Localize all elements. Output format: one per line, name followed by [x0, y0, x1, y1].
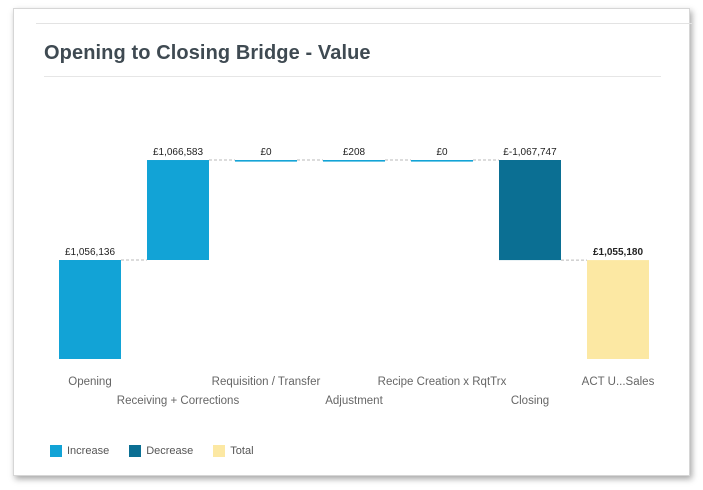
- title-divider: [44, 76, 661, 77]
- data-label: £1,066,583: [153, 147, 203, 158]
- legend-swatch: [129, 445, 142, 457]
- category-label: Receiving + Corrections: [117, 395, 240, 407]
- legend-swatch: [213, 445, 226, 457]
- category-label: Recipe Creation x RqtTrx: [378, 376, 507, 388]
- bar-increase: [147, 160, 209, 260]
- bar-increase: [411, 160, 473, 162]
- legend-label: Total: [230, 445, 254, 457]
- waterfall-chart: £1,056,136 Opening £1,066,583 Receiving + C…: [59, 147, 655, 407]
- category-label: Adjustment: [325, 395, 383, 407]
- legend: Increase Decrease Total: [50, 445, 274, 457]
- category-label: Closing: [511, 395, 549, 407]
- legend-item: Increase: [50, 445, 109, 457]
- bar-increase: [59, 259, 121, 359]
- legend-label: Decrease: [146, 445, 194, 457]
- category-label: ACT U...Sales: [582, 376, 655, 388]
- bar-increase: [323, 160, 385, 162]
- data-label: £-1,067,747: [503, 147, 557, 158]
- data-label: £1,055,180: [593, 247, 643, 258]
- legend-item: Decrease: [129, 445, 193, 457]
- data-label: £208: [343, 147, 366, 158]
- chart-card: Opening to Closing Bridge - Value £1,056…: [13, 8, 692, 476]
- category-label: Opening: [68, 376, 111, 388]
- data-label: £1,056,136: [65, 247, 115, 258]
- legend-label: Increase: [67, 445, 110, 457]
- chart-title: Opening to Closing Bridge - Value: [44, 42, 371, 64]
- card-top-divider: [36, 23, 692, 24]
- category-label: Requisition / Transfer: [212, 376, 321, 388]
- legend-item: Total: [213, 445, 254, 457]
- data-label: £0: [436, 147, 448, 158]
- bar-total: [587, 260, 649, 359]
- bar-decrease: [499, 160, 561, 261]
- legend-swatch: [50, 445, 62, 457]
- bar-increase: [235, 160, 297, 162]
- data-label: £0: [260, 147, 272, 158]
